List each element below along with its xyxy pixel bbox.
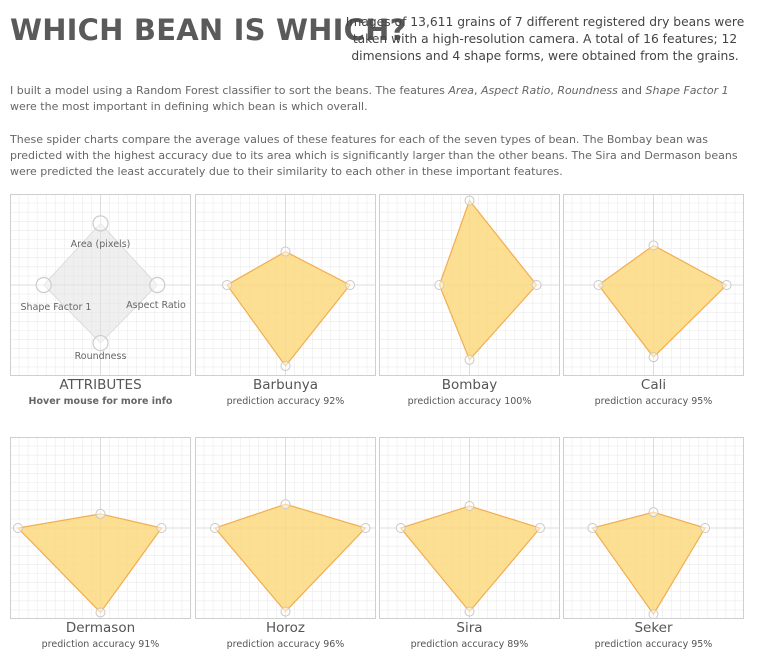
point-area: [464, 195, 475, 206]
bean-accuracy: prediction accuracy 92%: [226, 396, 345, 407]
bean-accuracy: prediction accuracy 91%: [41, 639, 160, 650]
bean-name: Seker: [634, 620, 673, 636]
page-subtitle: Images of 13,611 grains of 7 different r…: [345, 15, 745, 63]
attributes-caption: ATTRIBUTES: [59, 377, 142, 393]
radar-panel-sira[interactable]: Sira prediction accuracy 89%: [379, 437, 560, 665]
attributes-hint: Hover mouse for more info: [28, 396, 173, 407]
intro-text-end: were the most important in defining whic…: [10, 100, 368, 113]
point-area: [280, 246, 291, 257]
bean-accuracy: prediction accuracy 95%: [594, 396, 713, 407]
bean-name: Barbunya: [252, 377, 319, 393]
intro-sep-1: ,: [473, 84, 481, 97]
point-shape-factor-1: [434, 280, 445, 290]
point-shape-factor-1: [12, 523, 23, 533]
point-roundness: [648, 609, 659, 619]
feature-aspect-ratio: Aspect Ratio: [480, 84, 551, 97]
page-title: WHICH BEAN IS WHICH?: [10, 13, 407, 47]
point-aspect-ratio: [721, 280, 732, 290]
radar-chart-bombay[interactable]: [379, 194, 560, 376]
legend-point-aspect-ratio: [149, 276, 166, 294]
bean-accuracy: prediction accuracy 96%: [226, 639, 345, 650]
radar-area: [591, 511, 707, 616]
intro-text-start: I built a model using a Random Forest cl…: [10, 84, 449, 97]
point-roundness: [95, 607, 106, 618]
bean-accuracy: prediction accuracy 100%: [407, 396, 532, 407]
bean-name: Sira: [456, 620, 483, 636]
radar-chart-cali[interactable]: [563, 194, 744, 376]
legend-label-aspect-ratio: Aspect Ratio: [126, 300, 186, 311]
point-aspect-ratio: [360, 523, 371, 533]
point-area: [464, 501, 475, 511]
point-aspect-ratio: [156, 523, 167, 533]
point-aspect-ratio: [345, 280, 355, 290]
panel-border: [195, 194, 376, 376]
feature-area: Area: [448, 84, 474, 97]
attributes-legend-chart[interactable]: Area (pixels) Aspect Ratio Roundness Shape …: [10, 194, 191, 376]
radar-area: [597, 244, 728, 359]
intro-paragraph-2: These spider charts compare the average …: [10, 133, 738, 178]
point-area: [280, 499, 291, 510]
radar-area: [399, 505, 542, 613]
point-shape-factor-1: [587, 523, 598, 533]
point-roundness: [280, 360, 291, 371]
point-area: [648, 240, 659, 251]
legend-point-roundness: [92, 334, 109, 352]
panel-border: [10, 194, 191, 376]
point-aspect-ratio: [531, 280, 542, 290]
attributes-panel[interactable]: Area (pixels) Aspect Ratio Roundness Shape …: [10, 194, 191, 434]
bean-accuracy: prediction accuracy 95%: [594, 639, 713, 650]
radar-area: [16, 513, 163, 614]
bean-name: Dermason: [65, 620, 136, 636]
radar-chart-barbunya[interactable]: [195, 194, 376, 376]
bean-name: Bombay: [441, 377, 498, 393]
intro-and: and: [617, 84, 646, 97]
point-roundness: [648, 352, 659, 363]
legend-label-shape-factor-1: Shape Factor 1: [21, 302, 92, 313]
point-roundness: [464, 354, 475, 365]
point-aspect-ratio: [700, 523, 711, 533]
bean-name: Horoz: [265, 620, 305, 636]
radar-area: [438, 199, 538, 361]
point-shape-factor-1: [593, 280, 604, 290]
point-roundness: [464, 606, 475, 617]
point-shape-factor-1: [395, 523, 406, 533]
radar-chart-dermason[interactable]: [10, 437, 191, 619]
feature-shape-factor: Shape Factor 1: [645, 84, 729, 97]
bean-name: Cali: [640, 377, 667, 393]
point-aspect-ratio: [535, 523, 546, 533]
panel-border: [195, 437, 376, 619]
panel-border: [379, 194, 560, 376]
radar-chart-sira[interactable]: [379, 437, 560, 619]
bean-accuracy: prediction accuracy 89%: [410, 639, 529, 650]
point-area: [95, 508, 106, 519]
radar-panel-horoz[interactable]: Horoz prediction accuracy 96%: [195, 437, 376, 665]
radar-panel-barbunya[interactable]: Barbunya prediction accuracy 92%: [195, 194, 376, 434]
radar-panel-bombay[interactable]: Bombay prediction accuracy 100%: [379, 194, 560, 434]
legend-label-roundness: Roundness: [75, 351, 127, 362]
point-area: [648, 507, 659, 518]
legend-label-area: Area (pixels): [71, 239, 131, 250]
radar-panel-dermason[interactable]: Dermason prediction accuracy 91%: [10, 437, 191, 665]
radar-chart-horoz[interactable]: [195, 437, 376, 619]
intro-sep-2: ,: [550, 84, 558, 97]
radar-chart-seker[interactable]: [563, 437, 744, 619]
point-shape-factor-1: [209, 523, 220, 533]
point-shape-factor-1: [222, 280, 233, 290]
legend-area: [43, 222, 158, 344]
radar-area: [213, 503, 367, 613]
point-roundness: [280, 606, 291, 617]
panel-border: [563, 194, 744, 376]
intro-paragraph-1: I built a model using a Random Forest cl…: [10, 83, 750, 115]
radar-panel-cali[interactable]: Cali prediction accuracy 95%: [563, 194, 744, 434]
feature-roundness: Roundness: [557, 84, 618, 97]
legend-point-area: [92, 215, 109, 232]
panel-border: [10, 437, 191, 619]
radar-panel-seker[interactable]: Seker prediction accuracy 95%: [563, 437, 744, 665]
panel-border: [379, 437, 560, 619]
legend-point-shape-factor-1: [35, 276, 52, 294]
